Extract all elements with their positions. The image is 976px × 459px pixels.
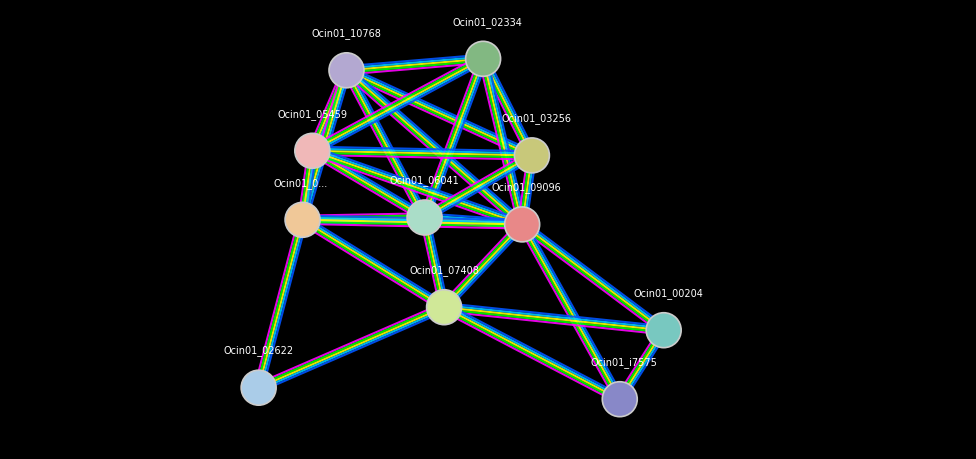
Circle shape: [514, 139, 549, 174]
Circle shape: [295, 134, 330, 169]
Text: Ocin01_06041: Ocin01_06041: [389, 175, 460, 186]
Circle shape: [285, 203, 320, 238]
Text: Ocin01_0...: Ocin01_0...: [273, 177, 327, 188]
Circle shape: [505, 207, 540, 242]
Circle shape: [466, 42, 501, 77]
Text: Ocin01_00204: Ocin01_00204: [633, 287, 704, 298]
Text: Ocin01_09096: Ocin01_09096: [492, 182, 561, 193]
Circle shape: [602, 382, 637, 417]
Text: Ocin01_05459: Ocin01_05459: [277, 108, 347, 119]
Circle shape: [329, 54, 364, 89]
Circle shape: [241, 370, 276, 405]
Circle shape: [407, 201, 442, 235]
Text: Ocin01_02334: Ocin01_02334: [453, 17, 523, 28]
Text: Ocin01_07408: Ocin01_07408: [409, 264, 479, 275]
Text: Ocin01_i7575: Ocin01_i7575: [590, 356, 658, 367]
Text: Ocin01_03256: Ocin01_03256: [502, 113, 572, 124]
Circle shape: [646, 313, 681, 348]
Text: Ocin01_02622: Ocin01_02622: [224, 345, 294, 356]
Circle shape: [427, 290, 462, 325]
Text: Ocin01_10768: Ocin01_10768: [311, 28, 382, 39]
